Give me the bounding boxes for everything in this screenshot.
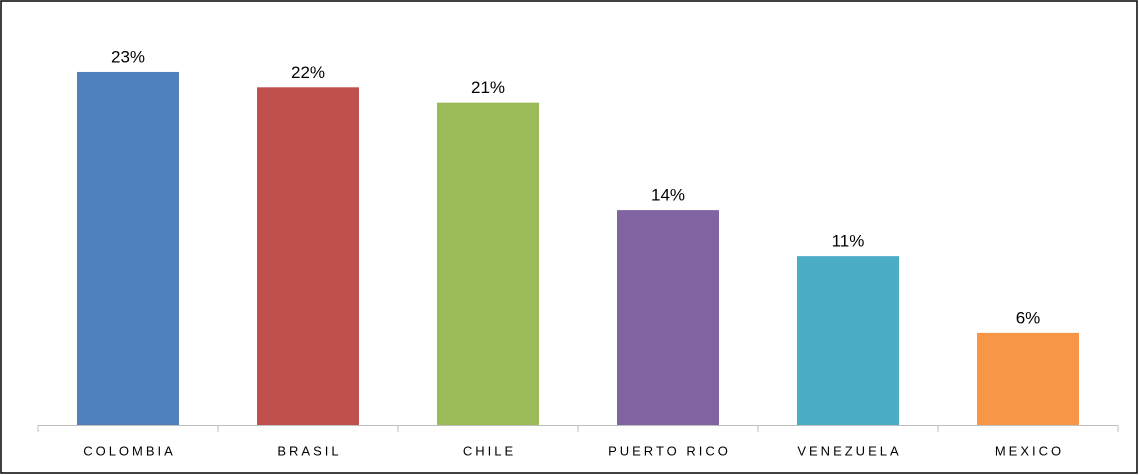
x-tick-label: VENEZUELA bbox=[797, 443, 901, 458]
x-tick-label: BRASIL bbox=[277, 443, 341, 458]
bar bbox=[797, 256, 899, 425]
x-tick-label: MEXICO bbox=[995, 443, 1064, 458]
bar bbox=[77, 71, 179, 425]
x-tick-label: PUERTO RICO bbox=[608, 443, 731, 458]
data-label: 21% bbox=[471, 78, 505, 97]
data-label: 6% bbox=[1016, 308, 1041, 327]
data-label: 11% bbox=[832, 232, 865, 251]
data-label: 22% bbox=[291, 63, 325, 82]
bar bbox=[617, 210, 719, 425]
x-tick-label: COLOMBIA bbox=[83, 443, 176, 458]
bar bbox=[257, 87, 359, 426]
bar bbox=[437, 102, 539, 426]
bar bbox=[977, 332, 1079, 425]
data-label: 23% bbox=[111, 47, 145, 66]
x-tick-label: CHILE bbox=[463, 443, 516, 458]
data-label: 14% bbox=[651, 186, 685, 205]
